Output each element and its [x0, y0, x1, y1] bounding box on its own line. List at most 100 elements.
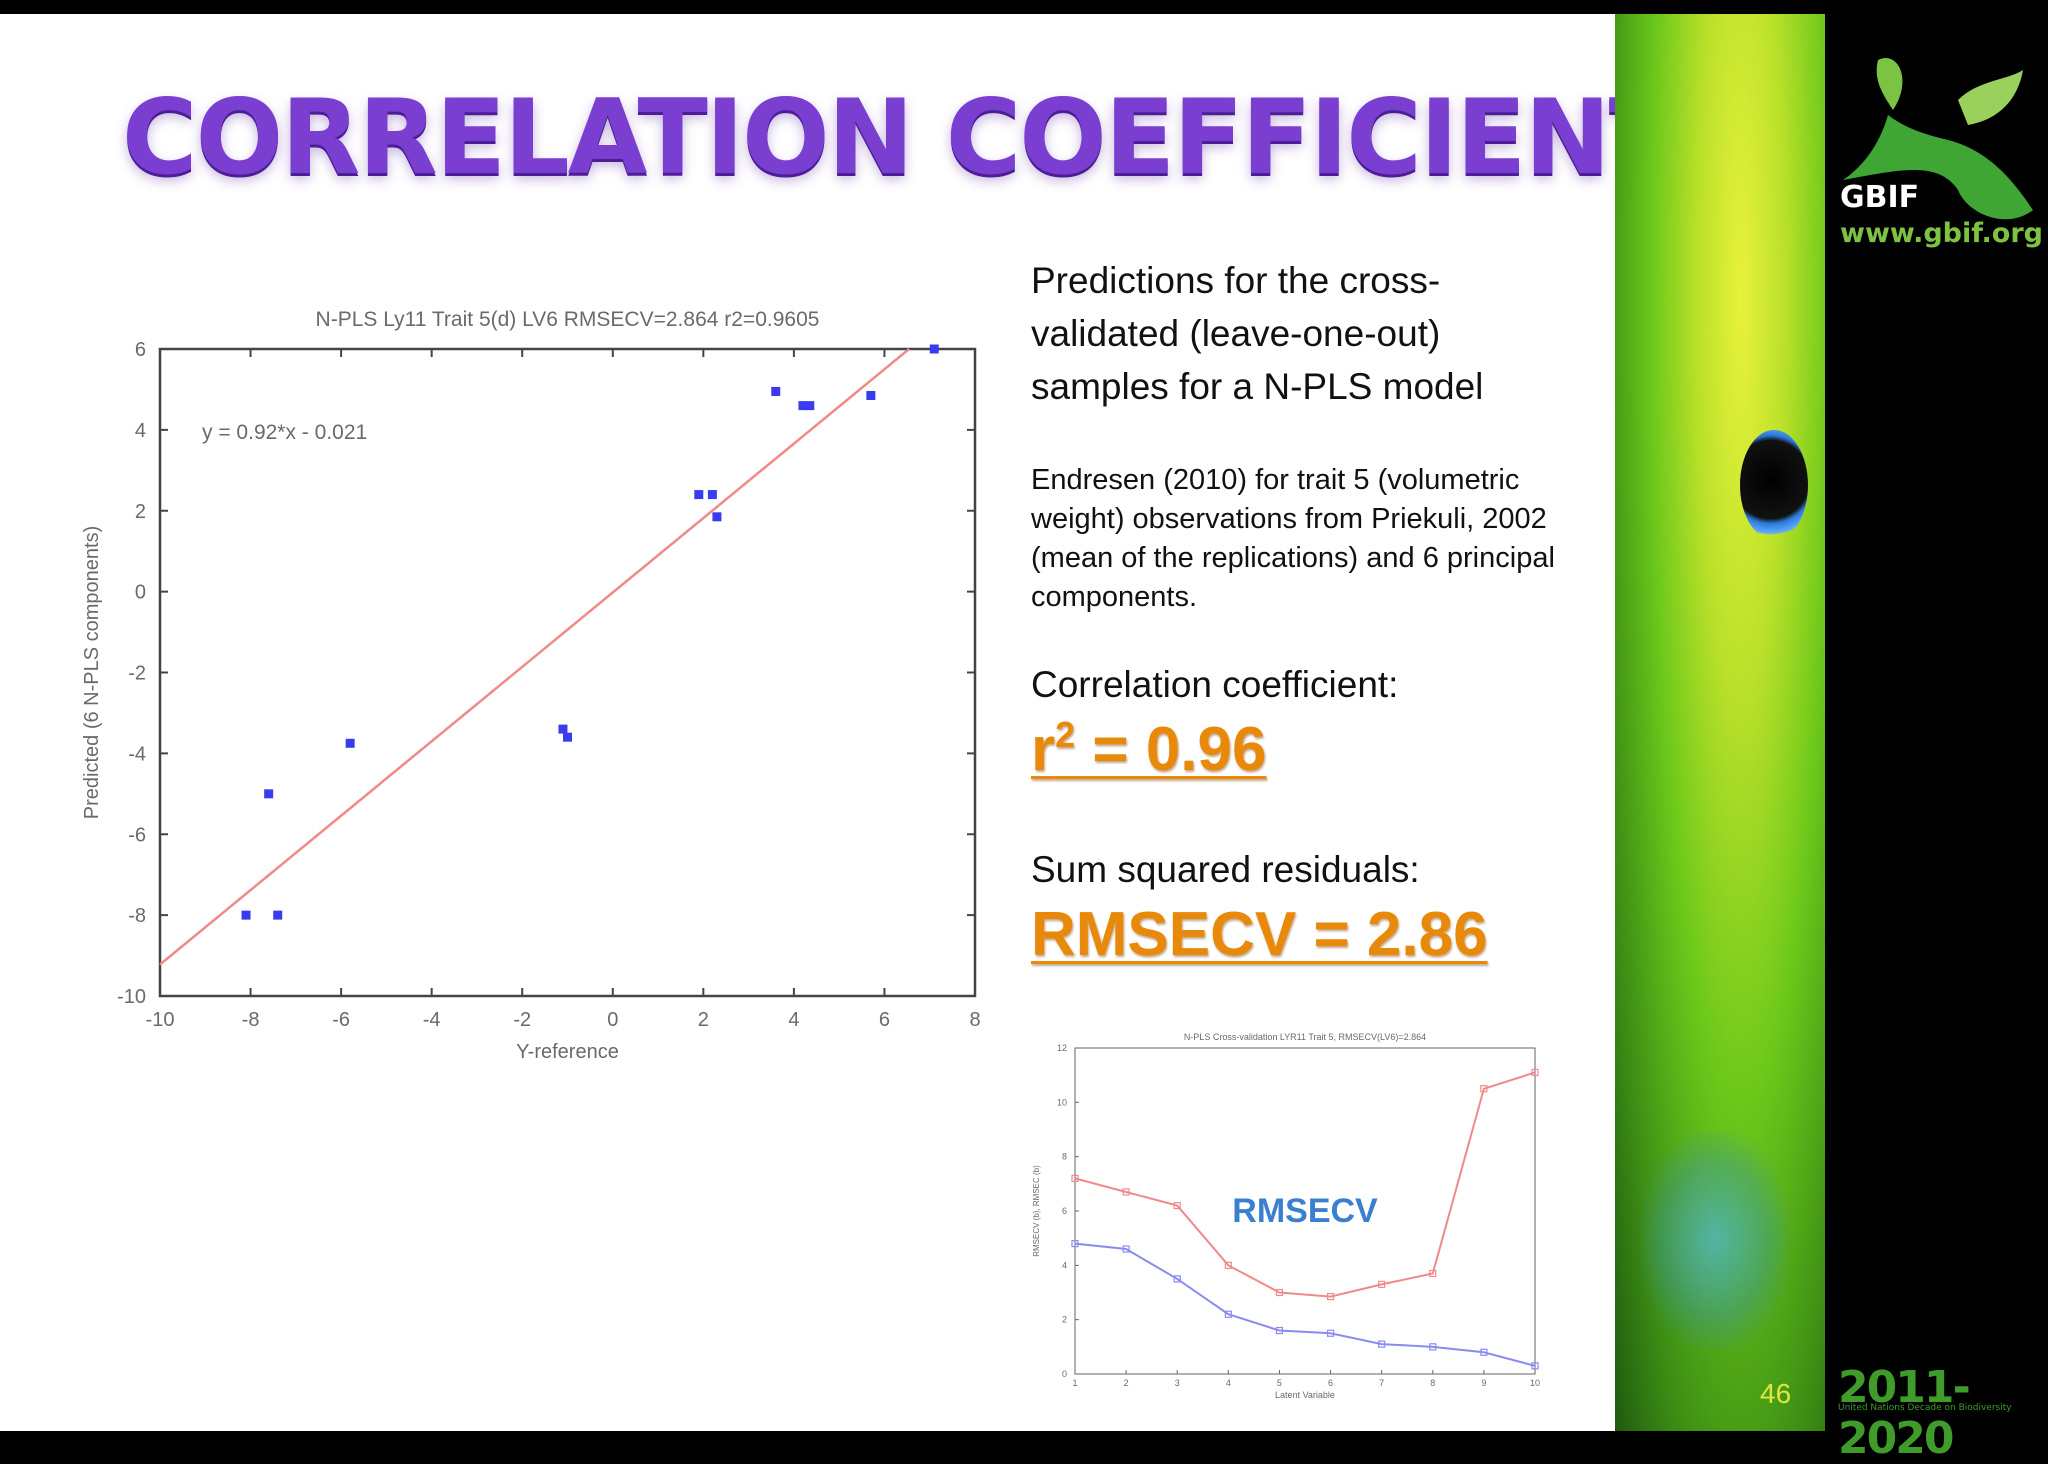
y-tick-label: 12: [1057, 1043, 1067, 1053]
series-marker: [1275, 1326, 1284, 1335]
series-marker: [1326, 1329, 1335, 1337]
ssr-label: Sum squared residuals:: [1031, 849, 1420, 890]
y-axis-label: Predicted (6 N-PLS components): [81, 526, 103, 819]
series-line-2: [1074, 1242, 1536, 1367]
series-line-1: [1074, 1071, 1536, 1298]
un-decade-caption: United Nations Decade on Biodiversity: [1838, 1403, 2012, 1413]
series-marker: [1224, 1310, 1232, 1318]
gecko-eye: [1740, 430, 1808, 540]
data-point: [707, 490, 717, 500]
y-tick-label: -10: [117, 986, 146, 1008]
y-tick-label: 6: [1062, 1206, 1067, 1216]
x-tick-label: -6: [332, 1009, 350, 1031]
y-tick-label: -8: [128, 905, 146, 927]
x-axis-label: Y-reference: [516, 1041, 619, 1063]
y-tick-label: -2: [128, 663, 146, 685]
gbif-wordmark: GBIF: [1840, 180, 1920, 215]
y-tick-label: -4: [128, 743, 146, 765]
series-marker: [1275, 1288, 1284, 1297]
chart-title: N-PLS Cross-validation LYR11 Trait 5, RM…: [1184, 1032, 1426, 1042]
fit-equation: y = 0.92*x - 0.021: [202, 421, 367, 444]
data-point: [798, 401, 808, 411]
rmsecv-value: RMSECV = 2.86: [1031, 900, 1488, 969]
data-point: [929, 344, 939, 354]
gbif-leaf-icon: [1843, 58, 2033, 220]
series-marker: [1378, 1280, 1386, 1288]
scatter-plot: N-PLS Ly11 Trait 5(d) LV6 RMSECV=2.864 r…: [81, 308, 981, 1063]
x-tick-label: -4: [423, 1009, 441, 1031]
x-tick-label: 7: [1379, 1378, 1384, 1388]
r2-value: r2 = 0.96: [1031, 714, 1267, 784]
y-tick-label: 2: [135, 501, 146, 523]
data-point: [771, 386, 781, 396]
x-tick-label: 2: [1124, 1378, 1129, 1388]
chart-title: N-PLS Ly11 Trait 5(d) LV6 RMSECV=2.864 r…: [316, 308, 820, 331]
y-tick-label: 10: [1057, 1097, 1067, 1107]
correlation-label: Correlation coefficient:: [1031, 664, 1399, 705]
y-tick-label: -6: [128, 824, 146, 846]
y-tick-label: 6: [135, 339, 146, 361]
data-point: [558, 724, 568, 734]
y-tick-label: 0: [135, 582, 146, 604]
slide-title: CORRELATION COEFFICIENT (R2): [122, 78, 1615, 198]
series-marker: [1378, 1340, 1386, 1348]
gecko-foot: [1640, 1130, 1790, 1350]
source-note: Endresen (2010) for trait 5 (volumetric …: [1031, 464, 1555, 613]
series-marker: [1071, 1240, 1079, 1248]
data-point: [241, 910, 251, 920]
x-tick-label: 8: [1430, 1378, 1435, 1388]
y-axis-label: RMSECV (b), RMSEC (b): [1032, 1165, 1041, 1257]
series-marker: [1173, 1201, 1181, 1210]
x-tick-label: 8: [969, 1009, 980, 1031]
fit-line: [159, 348, 910, 966]
series-marker: [1326, 1292, 1335, 1301]
x-tick-label: -10: [146, 1009, 175, 1031]
data-point: [563, 732, 572, 742]
data-point: [805, 401, 815, 411]
series-marker: [1531, 1068, 1539, 1077]
data-point: [273, 910, 283, 920]
cross-validation-plot: N-PLS Cross-validation LYR11 Trait 5, RM…: [1032, 1032, 1540, 1400]
plot-frame: [158, 347, 977, 998]
un-decade-logo: 2011-2020: [1838, 1362, 1971, 1464]
data-point: [712, 512, 722, 522]
series-marker: [1173, 1275, 1181, 1283]
series-marker: [1531, 1362, 1539, 1370]
x-tick-label: 10: [1530, 1378, 1540, 1388]
x-tick-label: 9: [1481, 1378, 1486, 1388]
data-point: [866, 391, 876, 401]
y-tick-label: 0: [1062, 1369, 1067, 1379]
rmsecv-annotation: RMSECV: [1232, 1192, 1378, 1230]
description-text: Predictions for the cross-validated (lea…: [1031, 260, 1484, 407]
series-marker: [1224, 1261, 1232, 1269]
y-tick-label: 8: [1062, 1152, 1067, 1162]
series-marker: [1071, 1174, 1079, 1182]
series-marker: [1122, 1245, 1130, 1253]
y-tick-label: 4: [1062, 1260, 1067, 1270]
x-tick-label: 3: [1175, 1378, 1180, 1388]
x-tick-label: 4: [1226, 1378, 1231, 1388]
x-tick-label: 4: [788, 1009, 799, 1031]
series-marker: [1429, 1269, 1437, 1278]
slide: CORRELATION COEFFICIENT (R2) N-PLS Ly11 …: [0, 14, 1615, 1431]
x-tick-label: -8: [242, 1009, 260, 1031]
y-tick-label: 4: [135, 420, 146, 442]
x-tick-label: 5: [1277, 1378, 1282, 1388]
data-point: [264, 789, 274, 799]
series-marker: [1480, 1085, 1488, 1093]
x-tick-label: 0: [607, 1009, 618, 1031]
y-tick-label: 2: [1062, 1315, 1067, 1325]
series-marker: [1429, 1343, 1437, 1351]
data-point: [345, 738, 355, 748]
series-marker: [1122, 1188, 1130, 1196]
x-tick-label: 6: [1328, 1378, 1333, 1388]
x-tick-label: 2: [698, 1009, 709, 1031]
data-point: [694, 490, 704, 500]
page-number: 46: [1760, 1378, 1792, 1409]
x-axis-label: Latent Variable: [1275, 1390, 1335, 1400]
x-tick-label: 1: [1072, 1378, 1077, 1388]
series-marker: [1480, 1348, 1488, 1356]
x-tick-label: -2: [513, 1009, 531, 1031]
gbif-url: www.gbif.org: [1840, 218, 2043, 249]
x-tick-label: 6: [879, 1009, 890, 1031]
